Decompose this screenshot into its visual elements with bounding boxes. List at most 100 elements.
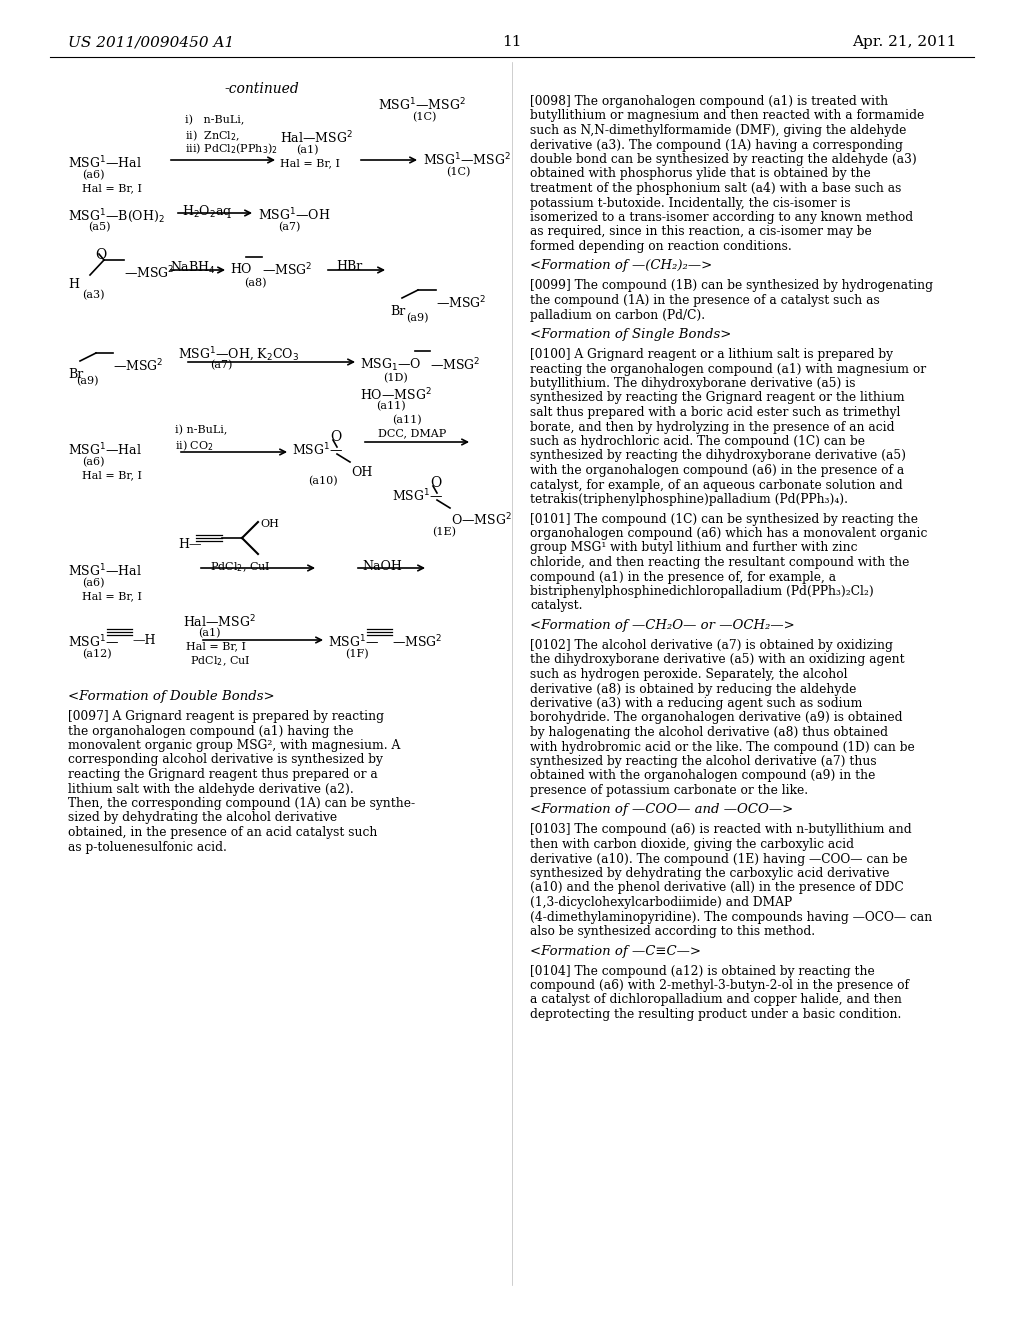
Text: with the organohalogen compound (a6) in the presence of a: with the organohalogen compound (a6) in … <box>530 465 904 477</box>
Text: sized by dehydrating the alcohol derivative: sized by dehydrating the alcohol derivat… <box>68 812 337 825</box>
Text: MSG$^1$—B(OH)$_2$: MSG$^1$—B(OH)$_2$ <box>68 207 165 224</box>
Text: —H: —H <box>132 634 156 647</box>
Text: [0100] A Grignard reagent or a lithium salt is prepared by: [0100] A Grignard reagent or a lithium s… <box>530 348 893 360</box>
Text: PdCl$_2$, CuI: PdCl$_2$, CuI <box>190 653 251 668</box>
Text: MSG$_1$—O: MSG$_1$—O <box>360 356 422 374</box>
Text: [0101] The compound (1C) can be synthesized by reacting the: [0101] The compound (1C) can be synthesi… <box>530 512 918 525</box>
Text: (1D): (1D) <box>383 374 408 383</box>
Text: (a8): (a8) <box>244 279 266 288</box>
Text: obtained, in the presence of an acid catalyst such: obtained, in the presence of an acid cat… <box>68 826 378 840</box>
Text: lithium salt with the aldehyde derivative (a2).: lithium salt with the aldehyde derivativ… <box>68 783 353 796</box>
Text: NaOH: NaOH <box>362 560 401 573</box>
Text: —MSG$^2$: —MSG$^2$ <box>262 261 312 279</box>
Text: such as hydrogen peroxide. Separately, the alcohol: such as hydrogen peroxide. Separately, t… <box>530 668 848 681</box>
Text: MSG$^1$—Hal: MSG$^1$—Hal <box>68 154 142 172</box>
Text: bistriphenylphosphinedichloropalladium (Pd(PPh₃)₂Cl₂): bistriphenylphosphinedichloropalladium (… <box>530 585 873 598</box>
Text: [0097] A Grignard reagent is prepared by reacting: [0097] A Grignard reagent is prepared by… <box>68 710 384 723</box>
Text: (a11): (a11) <box>392 414 422 425</box>
Text: chloride, and then reacting the resultant compound with the: chloride, and then reacting the resultan… <box>530 556 909 569</box>
Text: synthesized by dehydrating the carboxylic acid derivative: synthesized by dehydrating the carboxyli… <box>530 867 890 880</box>
Text: compound (a6) with 2-methyl-3-butyn-2-ol in the presence of: compound (a6) with 2-methyl-3-butyn-2-ol… <box>530 979 909 993</box>
Text: obtained with the organohalogen compound (a9) in the: obtained with the organohalogen compound… <box>530 770 876 783</box>
Text: iii) PdCl$_2$(PPh$_3$)$_2$: iii) PdCl$_2$(PPh$_3$)$_2$ <box>185 141 278 156</box>
Text: double bond can be synthesized by reacting the aldehyde (a3): double bond can be synthesized by reacti… <box>530 153 916 166</box>
Text: with hydrobromic acid or the like. The compound (1D) can be: with hydrobromic acid or the like. The c… <box>530 741 914 754</box>
Text: <Formation of —CH₂O— or —OCH₂—>: <Formation of —CH₂O— or —OCH₂—> <box>530 619 795 632</box>
Text: ii) CO$_2$: ii) CO$_2$ <box>175 438 214 453</box>
Text: butyllithium. The dihydroxyborane derivative (a5) is: butyllithium. The dihydroxyborane deriva… <box>530 378 855 389</box>
Text: Hal—MSG$^2$: Hal—MSG$^2$ <box>280 129 353 147</box>
Text: (a9): (a9) <box>76 376 98 387</box>
Text: Hal = Br, I: Hal = Br, I <box>280 158 340 168</box>
Text: tetrakis(triphenylphosphine)palladium (Pd(PPh₃)₄).: tetrakis(triphenylphosphine)palladium (P… <box>530 492 848 506</box>
Text: HO—MSG$^2$: HO—MSG$^2$ <box>360 387 432 404</box>
Text: (1,3-dicyclohexylcarbodiimide) and DMAP: (1,3-dicyclohexylcarbodiimide) and DMAP <box>530 896 793 909</box>
Text: Hal—MSG$^2$: Hal—MSG$^2$ <box>183 614 256 631</box>
Text: (1F): (1F) <box>345 649 369 659</box>
Text: potassium t-butoxide. Incidentally, the cis-isomer is: potassium t-butoxide. Incidentally, the … <box>530 197 851 210</box>
Text: H—: H— <box>178 539 202 550</box>
Text: as required, since in this reaction, a cis-isomer may be: as required, since in this reaction, a c… <box>530 226 871 239</box>
Text: treatment of the phosphonium salt (a4) with a base such as: treatment of the phosphonium salt (a4) w… <box>530 182 901 195</box>
Text: i)   n-BuLi,: i) n-BuLi, <box>185 115 245 125</box>
Text: —MSG$^2$: —MSG$^2$ <box>436 294 486 312</box>
Text: obtained with phosphorus ylide that is obtained by the: obtained with phosphorus ylide that is o… <box>530 168 870 181</box>
Text: US 2011/0090450 A1: US 2011/0090450 A1 <box>68 36 234 49</box>
Text: Br: Br <box>68 368 83 381</box>
Text: (a10): (a10) <box>308 477 338 486</box>
Text: (a6): (a6) <box>82 457 104 467</box>
Text: (a10) and the phenol derivative (all) in the presence of DDC: (a10) and the phenol derivative (all) in… <box>530 882 904 895</box>
Text: O: O <box>330 430 341 444</box>
Text: <Formation of —(CH₂)₂—>: <Formation of —(CH₂)₂—> <box>530 260 713 272</box>
Text: synthesized by reacting the Grignard reagent or the lithium: synthesized by reacting the Grignard rea… <box>530 392 904 404</box>
Text: MSG$^1$—: MSG$^1$— <box>68 634 119 651</box>
Text: reacting the Grignard reagent thus prepared or a: reacting the Grignard reagent thus prepa… <box>68 768 378 781</box>
Text: such as N,N-dimethylformamide (DMF), giving the aldehyde: such as N,N-dimethylformamide (DMF), giv… <box>530 124 906 137</box>
Text: OH: OH <box>351 466 373 479</box>
Text: the dihydroxyborane derivative (a5) with an oxidizing agent: the dihydroxyborane derivative (a5) with… <box>530 653 904 667</box>
Text: MSG$^1$—Hal: MSG$^1$—Hal <box>68 442 142 458</box>
Text: OH: OH <box>260 519 279 529</box>
Text: [0099] The compound (1B) can be synthesized by hydrogenating: [0099] The compound (1B) can be synthesi… <box>530 280 933 293</box>
Text: <Formation of —COO— and —OCO—>: <Formation of —COO— and —OCO—> <box>530 804 794 817</box>
Text: (a6): (a6) <box>82 578 104 589</box>
Text: MSG$^1$—MSG$^2$: MSG$^1$—MSG$^2$ <box>423 152 511 169</box>
Text: butyllithium or magnesium and then reacted with a formamide: butyllithium or magnesium and then react… <box>530 110 925 123</box>
Text: derivative (a3). The compound (1A) having a corresponding: derivative (a3). The compound (1A) havin… <box>530 139 903 152</box>
Text: MSG$^1$—: MSG$^1$— <box>328 634 379 651</box>
Text: -continued: -continued <box>224 82 299 96</box>
Text: [0103] The compound (a6) is reacted with n-butyllithium and: [0103] The compound (a6) is reacted with… <box>530 824 911 837</box>
Text: a catalyst of dichloropalladium and copper halide, and then: a catalyst of dichloropalladium and copp… <box>530 994 902 1006</box>
Text: derivative (a10). The compound (1E) having —COO— can be: derivative (a10). The compound (1E) havi… <box>530 853 907 866</box>
Text: (a1): (a1) <box>198 628 220 639</box>
Text: Br: Br <box>390 305 406 318</box>
Text: derivative (a3) with a reducing agent such as sodium: derivative (a3) with a reducing agent su… <box>530 697 862 710</box>
Text: corresponding alcohol derivative is synthesized by: corresponding alcohol derivative is synt… <box>68 754 383 767</box>
Text: MSG$^1$—: MSG$^1$— <box>292 442 343 458</box>
Text: i) n-BuLi,: i) n-BuLi, <box>175 425 227 436</box>
Text: MSG$^1$—: MSG$^1$— <box>392 488 443 504</box>
Text: group MSG¹ with butyl lithium and further with zinc: group MSG¹ with butyl lithium and furthe… <box>530 541 857 554</box>
Text: by halogenating the alcohol derivative (a8) thus obtained: by halogenating the alcohol derivative (… <box>530 726 888 739</box>
Text: synthesized by reacting the dihydroxyborane derivative (a5): synthesized by reacting the dihydroxybor… <box>530 450 906 462</box>
Text: ii)  ZnCl$_2$,: ii) ZnCl$_2$, <box>185 128 241 143</box>
Text: H: H <box>68 279 79 290</box>
Text: O—MSG$^2$: O—MSG$^2$ <box>451 512 512 528</box>
Text: such as hydrochloric acid. The compound (1C) can be: such as hydrochloric acid. The compound … <box>530 436 865 447</box>
Text: borohydride. The organohalogen derivative (a9) is obtained: borohydride. The organohalogen derivativ… <box>530 711 902 725</box>
Text: the compound (1A) in the presence of a catalyst such as: the compound (1A) in the presence of a c… <box>530 294 880 308</box>
Text: catalyst, for example, of an aqueous carbonate solution and: catalyst, for example, of an aqueous car… <box>530 479 902 491</box>
Text: Then, the corresponding compound (1A) can be synthe-: Then, the corresponding compound (1A) ca… <box>68 797 415 810</box>
Text: (1E): (1E) <box>432 527 456 537</box>
Text: —MSG$^2$: —MSG$^2$ <box>113 358 164 375</box>
Text: [0098] The organohalogen compound (a1) is treated with: [0098] The organohalogen compound (a1) i… <box>530 95 888 108</box>
Text: salt thus prepared with a boric acid ester such as trimethyl: salt thus prepared with a boric acid est… <box>530 407 900 418</box>
Text: O: O <box>95 248 106 261</box>
Text: (a7): (a7) <box>210 360 232 371</box>
Text: (a1): (a1) <box>296 145 318 156</box>
Text: O: O <box>430 477 441 490</box>
Text: —MSG$^2$: —MSG$^2$ <box>392 634 442 651</box>
Text: 11: 11 <box>502 36 522 49</box>
Text: (a5): (a5) <box>88 222 111 232</box>
Text: (a6): (a6) <box>82 170 104 181</box>
